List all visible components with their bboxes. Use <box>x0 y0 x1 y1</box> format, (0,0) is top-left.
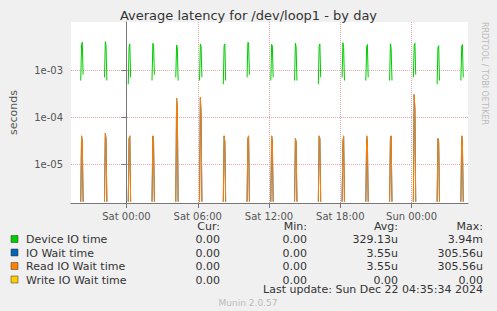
svg-text:Cur:: Cur: <box>197 219 220 233</box>
svg-text:3.94m: 3.94m <box>448 233 483 246</box>
svg-text:0.00: 0.00 <box>196 233 221 246</box>
svg-text:0.00: 0.00 <box>196 247 221 260</box>
svg-text:0.00: 0.00 <box>283 260 308 273</box>
svg-text:0.00: 0.00 <box>196 274 221 287</box>
svg-text:Write IO Wait time: Write IO Wait time <box>26 274 127 287</box>
svg-text:Sat 18:00: Sat 18:00 <box>316 211 364 222</box>
svg-text:1e-05: 1e-05 <box>34 159 63 170</box>
svg-text:Read IO Wait time: Read IO Wait time <box>26 260 125 273</box>
svg-text:Avg:: Avg: <box>373 219 398 233</box>
svg-text:0.00: 0.00 <box>283 247 308 260</box>
svg-text:Munin 2.0.57: Munin 2.0.57 <box>219 298 278 308</box>
svg-text:Sat 12:00: Sat 12:00 <box>245 211 293 222</box>
svg-text:305.56u: 305.56u <box>438 260 483 273</box>
svg-text:RRDTOOL / TOBI OETIKER: RRDTOOL / TOBI OETIKER <box>480 22 489 125</box>
svg-text:Sun 00:00: Sun 00:00 <box>386 211 437 222</box>
svg-text:305.56u: 305.56u <box>438 247 483 260</box>
svg-text:Device IO time: Device IO time <box>26 233 108 246</box>
svg-text:Sat 00:00: Sat 00:00 <box>102 211 150 222</box>
svg-text:0.00: 0.00 <box>373 273 398 287</box>
svg-text:3.55u: 3.55u <box>367 260 398 273</box>
svg-text:0.00: 0.00 <box>283 233 308 246</box>
svg-text:0.00: 0.00 <box>458 273 483 287</box>
svg-text:3.55u: 3.55u <box>367 247 398 260</box>
svg-text:Min:: Min: <box>283 219 307 233</box>
svg-text:Sat 06:00: Sat 06:00 <box>174 211 222 222</box>
svg-text:Max:: Max: <box>457 220 483 233</box>
svg-text:Last update: Sun Dec 22 04:35:: Last update: Sun Dec 22 04:35:34 2024 <box>263 283 483 296</box>
svg-text:Average latency for /dev/loop1: Average latency for /dev/loop1 - by day <box>120 8 377 23</box>
svg-text:seconds: seconds <box>7 90 20 135</box>
svg-text:1e-04: 1e-04 <box>34 112 63 123</box>
svg-text:IO Wait time: IO Wait time <box>26 247 94 260</box>
svg-text:0.00: 0.00 <box>282 273 307 287</box>
svg-text:0.00: 0.00 <box>196 260 221 273</box>
svg-text:329.13u: 329.13u <box>353 233 398 246</box>
svg-text:1e-03: 1e-03 <box>34 65 63 76</box>
